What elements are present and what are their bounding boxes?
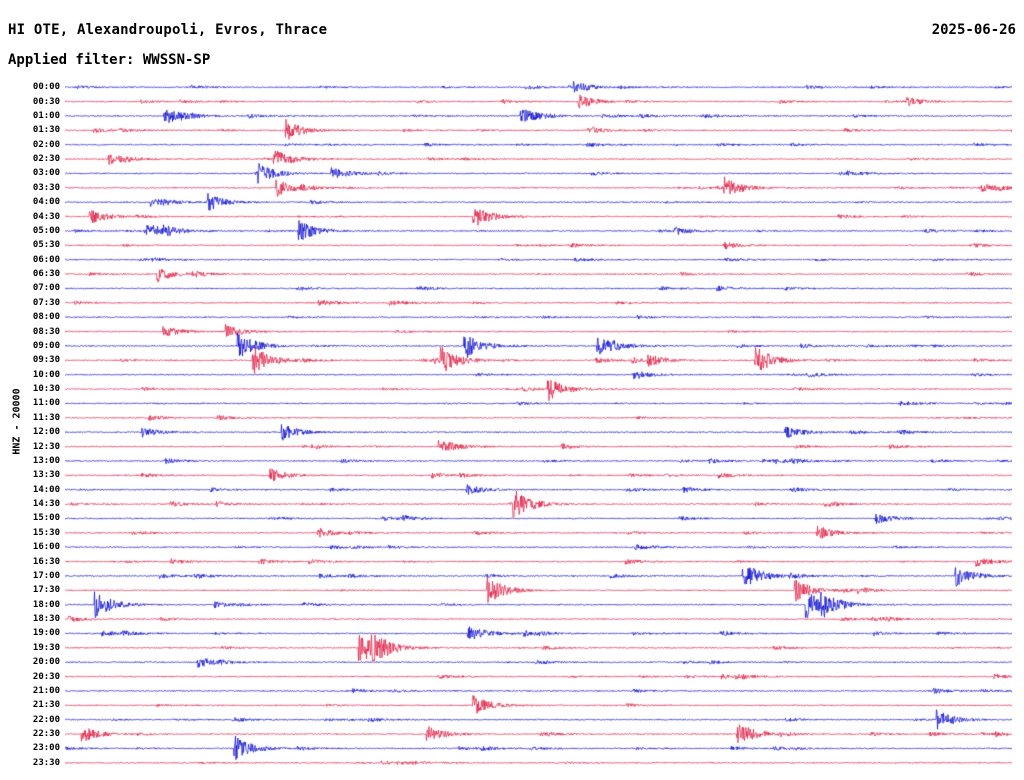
time-label: 08:30 (32, 326, 60, 337)
time-label: 04:00 (32, 197, 60, 208)
time-label: 14:00 (32, 484, 60, 495)
time-label: 07:00 (32, 283, 60, 294)
time-label: 21:30 (32, 700, 60, 711)
time-label: 02:00 (32, 139, 60, 150)
time-label: 01:00 (32, 110, 60, 121)
time-label: 21:00 (32, 685, 60, 696)
time-label: 01:30 (32, 125, 60, 136)
time-label: 20:30 (32, 671, 60, 682)
time-label: 13:00 (32, 455, 60, 466)
time-label: 17:30 (32, 585, 60, 596)
seismogram-canvas (65, 80, 1012, 770)
time-label: 15:30 (32, 527, 60, 538)
time-label: 05:00 (32, 225, 60, 236)
time-label: 15:00 (32, 513, 60, 524)
time-label: 13:30 (32, 470, 60, 481)
time-label: 18:00 (32, 599, 60, 610)
time-label: 23:30 (32, 757, 60, 768)
time-label: 02:30 (32, 154, 60, 165)
time-label: 14:30 (32, 499, 60, 510)
time-label: 12:30 (32, 441, 60, 452)
time-label: 05:30 (32, 240, 60, 251)
time-axis-labels: 00:00 00:30 01:00 01:30 02:00 02:30 03:00 03:30… (0, 80, 62, 770)
time-label: 19:00 (32, 628, 60, 639)
station-title: HI OTE, Alexandroupoli, Evros, Thrace (8, 22, 328, 38)
header-row: HI OTE, Alexandroupoli, Evros, Thrace 20… (8, 22, 1016, 40)
time-label: 07:30 (32, 297, 60, 308)
time-label: 11:00 (32, 398, 60, 409)
time-label: 18:30 (32, 614, 60, 625)
time-label: 08:00 (32, 312, 60, 323)
time-label: 03:30 (32, 182, 60, 193)
time-label: 00:00 (32, 82, 60, 93)
time-label: 03:00 (32, 168, 60, 179)
plot-area (65, 80, 1012, 770)
time-label: 10:00 (32, 369, 60, 380)
time-label: 09:30 (32, 355, 60, 366)
time-label: 06:00 (32, 254, 60, 265)
time-label: 22:00 (32, 714, 60, 725)
time-label: 00:30 (32, 96, 60, 107)
time-label: 11:30 (32, 412, 60, 423)
time-label: 16:00 (32, 542, 60, 553)
time-label: 19:30 (32, 642, 60, 653)
time-label: 17:00 (32, 570, 60, 581)
date-label: 2025-06-26 (931, 22, 1016, 38)
time-label: 09:00 (32, 340, 60, 351)
time-label: 04:30 (32, 211, 60, 222)
time-label: 12:00 (32, 427, 60, 438)
time-label: 10:30 (32, 384, 60, 395)
time-label: 20:00 (32, 657, 60, 668)
time-label: 06:30 (32, 269, 60, 280)
time-label: 23:00 (32, 743, 60, 754)
filter-label: Applied filter: WWSSN-SP (8, 52, 211, 68)
time-label: 16:30 (32, 556, 60, 567)
time-label: 22:30 (32, 729, 60, 740)
